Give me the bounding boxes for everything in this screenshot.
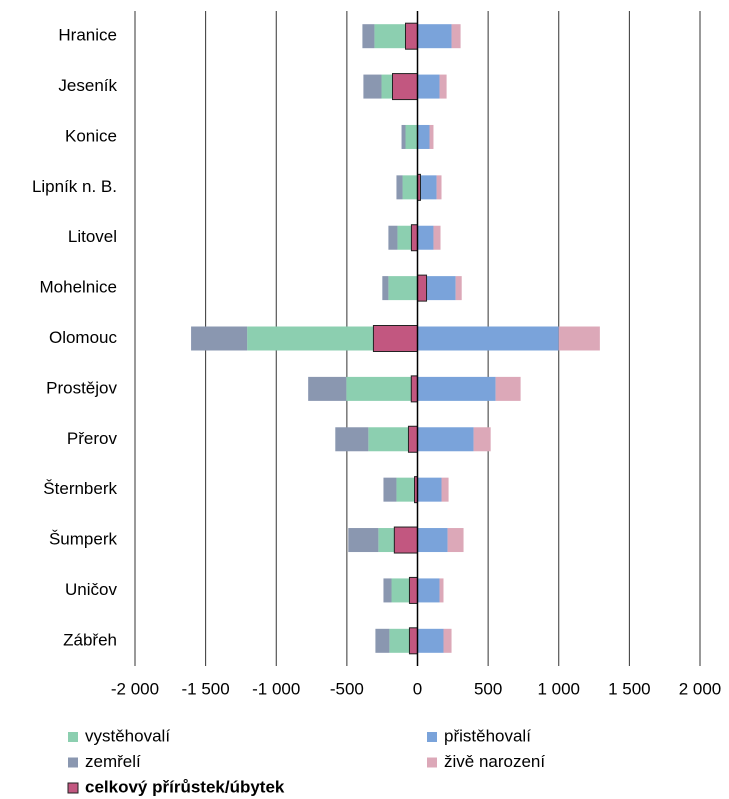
bar	[455, 276, 462, 301]
bar	[401, 124, 406, 149]
legend-swatch	[68, 732, 78, 742]
bar	[439, 578, 444, 603]
legend-swatch	[67, 782, 79, 794]
legend-label: přistěhovalí	[444, 726, 531, 745]
bar	[417, 427, 474, 452]
y-tick-label: Litovel	[68, 227, 117, 246]
net-bar	[372, 325, 418, 352]
x-tick-label: -1 000	[252, 679, 300, 698]
legend-swatch	[427, 732, 437, 742]
bar	[396, 175, 403, 200]
bar	[191, 326, 248, 351]
net-bar	[407, 425, 418, 453]
x-tick-label: 500	[474, 679, 502, 698]
net-bar	[393, 526, 418, 554]
legend-label: živě narození	[444, 752, 545, 771]
bar	[363, 74, 382, 99]
bar	[443, 628, 452, 653]
net-bar	[404, 22, 418, 50]
bar	[417, 326, 559, 351]
bar	[495, 376, 521, 401]
legend-swatch	[427, 757, 437, 768]
bar	[433, 225, 441, 250]
bar	[417, 175, 437, 200]
bar	[417, 225, 434, 250]
x-tick-label: 2 000	[679, 679, 722, 698]
bar	[388, 225, 398, 250]
bar	[417, 24, 452, 49]
bar	[335, 427, 369, 452]
y-tick-label: Olomouc	[49, 328, 118, 347]
y-tick-label: Uničov	[65, 580, 117, 599]
bar	[402, 175, 418, 200]
bar	[375, 628, 390, 653]
bar	[439, 74, 447, 99]
bar	[417, 74, 440, 99]
y-tick-label: Prostějov	[46, 378, 117, 397]
x-tick-label: 0	[413, 679, 422, 698]
y-tick-label: Šumperk	[49, 530, 118, 549]
bar	[473, 427, 491, 452]
legend-swatch	[68, 757, 78, 768]
bar	[417, 124, 430, 149]
legend-label: celkový přírůstek/úbytek	[85, 777, 285, 796]
y-tick-label: Lipník n. B.	[32, 177, 117, 196]
net-bar	[410, 375, 419, 403]
x-tick-label: -1 500	[182, 679, 230, 698]
net-bar	[408, 627, 419, 655]
y-tick-label: Mohelnice	[40, 278, 118, 297]
bar	[382, 276, 389, 301]
bar	[417, 528, 448, 553]
bar	[451, 24, 461, 49]
net-bar	[417, 274, 428, 302]
bar	[362, 24, 375, 49]
bar	[436, 175, 442, 200]
y-tick-label: Konice	[65, 126, 117, 145]
legend-label: vystěhovalí	[85, 726, 170, 745]
x-tick-label: 1 000	[537, 679, 580, 698]
y-tick-label: Přerov	[67, 429, 118, 448]
x-tick-label: -500	[330, 679, 364, 698]
net-bar	[391, 73, 418, 101]
bar	[417, 578, 440, 603]
bar	[447, 528, 464, 553]
y-tick-label: Jeseník	[58, 76, 117, 95]
bar	[417, 477, 442, 502]
bar	[405, 124, 418, 149]
bar	[417, 628, 444, 653]
bar	[396, 477, 418, 502]
bar	[558, 326, 600, 351]
net-bar	[408, 576, 419, 604]
y-tick-label: Hranice	[58, 26, 117, 45]
x-tick-label: -2 000	[111, 679, 159, 698]
bar	[383, 477, 397, 502]
x-tick-label: 1 500	[608, 679, 651, 698]
y-tick-label: Zábřeh	[63, 630, 117, 649]
bar	[388, 276, 418, 301]
bar	[348, 528, 379, 553]
bar	[383, 578, 392, 603]
legend-label: zemřelí	[85, 752, 141, 771]
bar	[417, 376, 496, 401]
bar	[429, 124, 434, 149]
bar	[441, 477, 449, 502]
bar	[346, 376, 418, 401]
y-tick-label: Šternberk	[43, 479, 117, 498]
bar	[308, 376, 347, 401]
net-bar	[410, 224, 418, 252]
